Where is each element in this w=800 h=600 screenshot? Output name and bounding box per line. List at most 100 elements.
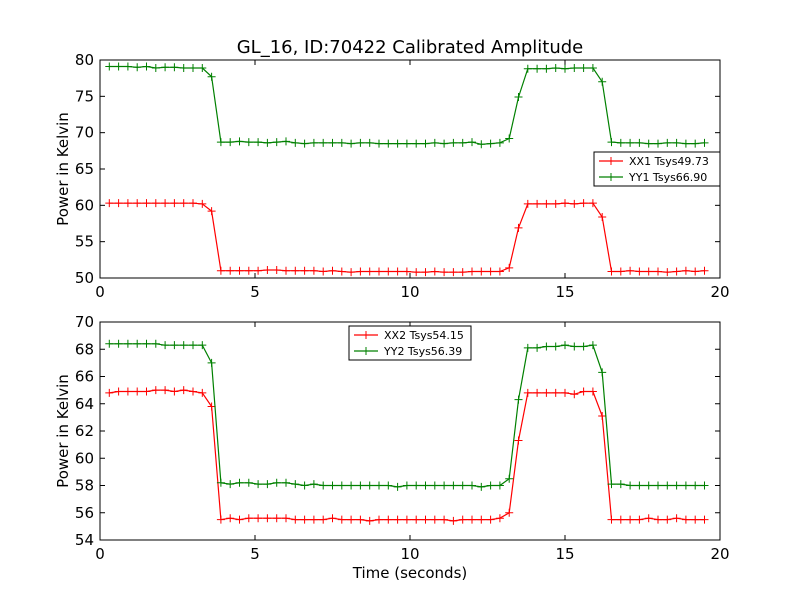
data-point-marker	[588, 341, 597, 350]
data-point-marker	[579, 387, 588, 396]
data-point-marker	[430, 515, 439, 524]
data-point-marker	[272, 266, 281, 275]
data-point-marker	[161, 386, 170, 395]
x-tick-label: 15	[555, 545, 574, 563]
data-point-marker	[533, 388, 542, 397]
legend-marker	[607, 157, 615, 165]
data-point-marker	[291, 480, 300, 489]
data-point-marker	[198, 388, 207, 397]
data-point-marker	[635, 515, 644, 524]
data-point-marker	[272, 138, 281, 147]
data-point-marker	[449, 516, 458, 525]
data-point-marker	[421, 515, 430, 524]
data-point-marker	[375, 515, 383, 524]
data-point-marker	[421, 481, 430, 490]
data-point-marker	[263, 266, 272, 275]
data-point-marker	[365, 138, 374, 147]
data-point-marker	[300, 266, 309, 275]
data-point-marker	[384, 481, 393, 490]
data-point-marker	[347, 139, 356, 148]
data-point-marker	[458, 268, 467, 277]
data-point-marker	[598, 212, 607, 221]
data-point-marker	[133, 199, 142, 208]
data-point-marker	[486, 515, 495, 524]
data-point-marker	[663, 268, 672, 277]
data-point-marker	[254, 480, 263, 489]
data-point-marker	[588, 63, 597, 72]
y-tick-label: 80	[75, 51, 94, 69]
data-point-marker	[468, 481, 476, 490]
data-point-marker	[402, 139, 411, 148]
data-point-marker	[291, 266, 300, 275]
y-tick-label: 58	[75, 477, 94, 495]
data-point-marker	[551, 342, 560, 351]
data-point-marker	[393, 482, 402, 491]
data-point-marker	[616, 515, 625, 524]
data-point-marker	[644, 514, 653, 523]
data-point-marker	[551, 388, 560, 397]
data-point-marker	[105, 339, 114, 348]
data-point-marker	[133, 339, 142, 348]
data-point-marker	[291, 138, 300, 147]
data-point-marker	[691, 481, 700, 490]
data-point-marker	[347, 515, 356, 524]
legend-label: XX2 Tsys54.15	[384, 329, 464, 342]
data-point-marker	[235, 266, 244, 275]
data-point-marker	[672, 481, 681, 490]
data-point-marker	[495, 138, 504, 147]
data-point-marker	[681, 139, 690, 148]
data-point-marker	[486, 139, 495, 148]
data-point-marker	[170, 387, 179, 396]
data-point-marker	[607, 138, 616, 147]
legend-label: YY1 Tsys66.90	[628, 171, 707, 184]
data-point-marker	[123, 62, 132, 71]
data-point-marker	[356, 481, 365, 490]
data-point-marker	[626, 266, 635, 275]
data-point-marker	[216, 478, 225, 487]
data-point-marker	[588, 199, 597, 208]
data-point-marker	[412, 481, 421, 490]
y-tick-label: 66	[75, 368, 94, 386]
data-point-marker	[523, 199, 532, 208]
data-point-marker	[189, 387, 197, 396]
data-point-marker	[254, 266, 263, 275]
data-point-marker	[440, 481, 449, 490]
data-point-marker	[123, 387, 132, 396]
data-point-marker	[542, 342, 551, 351]
data-point-marker	[681, 481, 690, 490]
data-point-marker	[635, 267, 644, 276]
data-point-marker	[375, 139, 383, 148]
data-point-marker	[244, 514, 253, 523]
data-point-marker	[179, 199, 188, 208]
data-point-marker	[189, 341, 197, 350]
data-point-marker	[161, 63, 170, 72]
data-point-marker	[570, 390, 579, 399]
data-point-marker	[533, 199, 542, 208]
y-tick-label: 70	[75, 313, 94, 331]
data-point-marker	[300, 481, 309, 490]
data-point-marker	[495, 267, 504, 276]
data-point-marker	[458, 515, 467, 524]
data-point-marker	[486, 267, 495, 276]
data-point-marker	[151, 386, 160, 395]
data-point-marker	[207, 358, 216, 367]
data-point-marker	[216, 515, 225, 524]
data-point-marker	[412, 515, 421, 524]
data-point-marker	[235, 515, 244, 524]
data-point-marker	[542, 64, 551, 73]
data-point-marker	[300, 139, 309, 148]
data-point-marker	[616, 480, 625, 489]
data-point-marker	[654, 139, 662, 148]
data-point-marker	[672, 514, 681, 523]
data-point-marker	[681, 515, 690, 524]
data-point-marker	[282, 514, 290, 523]
data-point-marker	[319, 515, 328, 524]
data-point-marker	[644, 481, 653, 490]
data-point-marker	[691, 139, 700, 148]
data-point-marker	[579, 63, 588, 72]
data-point-marker	[523, 64, 532, 73]
data-point-marker	[449, 268, 458, 277]
data-point-marker	[644, 139, 653, 148]
data-point-marker	[328, 266, 337, 275]
x-tick-label: 15	[555, 283, 574, 301]
